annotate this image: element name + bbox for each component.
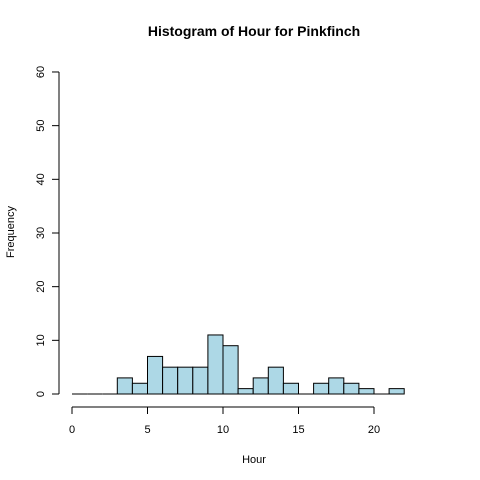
bars-group <box>72 334 405 395</box>
histogram-bar <box>388 388 405 395</box>
histogram-bar <box>116 377 133 395</box>
x-tick-label: 20 <box>368 424 380 436</box>
y-tick-label: 50 <box>35 120 47 132</box>
histogram-bar <box>192 366 209 395</box>
y-axis: 0 10 20 30 40 50 60 <box>35 66 60 397</box>
x-tick-label: 15 <box>292 424 304 436</box>
histogram-bar <box>267 366 284 395</box>
histogram-bar <box>358 388 375 395</box>
histogram-bar <box>222 345 239 395</box>
y-tick-label: 30 <box>35 227 47 239</box>
histogram-bar <box>177 366 194 395</box>
histogram-bar <box>313 382 330 395</box>
x-tick-label: 0 <box>69 424 75 436</box>
y-tick-label: 60 <box>35 66 47 78</box>
x-tick-label: 5 <box>144 424 150 436</box>
histogram-bar <box>147 355 164 395</box>
histogram-bar <box>131 382 148 395</box>
histogram-bar <box>162 366 179 395</box>
histogram-bar <box>282 382 299 395</box>
x-axis: 0 5 10 15 20 <box>69 406 380 436</box>
histogram-bar <box>343 382 360 395</box>
y-axis-label: Frequency <box>5 206 17 258</box>
chart-title: Histogram of Hour for Pinkfinch <box>148 23 360 39</box>
histogram-bar <box>237 388 254 395</box>
y-tick-label: 20 <box>35 281 47 293</box>
histogram-bar <box>207 334 224 395</box>
y-tick-label: 10 <box>35 334 47 346</box>
x-axis-label: Hour <box>242 454 266 466</box>
histogram-bar <box>328 377 345 395</box>
x-tick-label: 10 <box>217 424 229 436</box>
histogram-bar <box>252 377 269 395</box>
y-tick-label: 40 <box>35 173 47 185</box>
y-tick-label: 0 <box>35 391 47 397</box>
